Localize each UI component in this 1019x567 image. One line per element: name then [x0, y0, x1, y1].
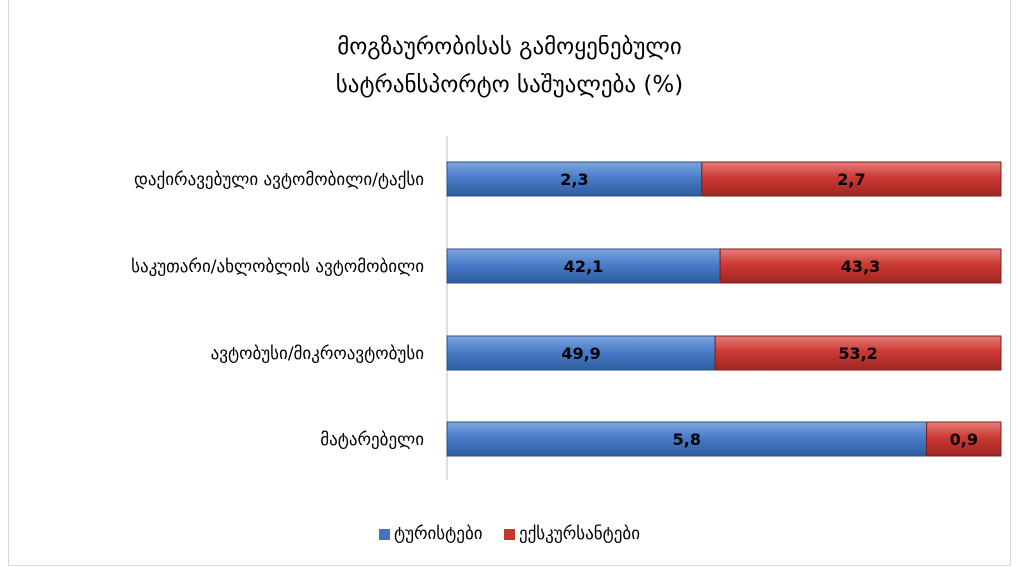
bar-segment: [719, 248, 1002, 284]
data-label: 2,3: [560, 170, 588, 189]
data-label: 42,1: [564, 257, 603, 276]
legend-item-tourists: ტურისტები: [378, 524, 483, 544]
legend-swatch-tourists: [378, 528, 390, 540]
data-label: 53,2: [838, 344, 877, 363]
bar-segment: [701, 161, 1002, 197]
data-label: 5,8: [673, 430, 701, 449]
category-label: ავტობუსი/მიკროავტობუსი: [211, 344, 424, 364]
data-label: 49,9: [561, 344, 600, 363]
category-label: დაქირავებული ავტომობილი/ტაქსი: [134, 170, 424, 190]
chart-title: მოგზაურობისას გამოყენებული სატრანსპორტო …: [0, 28, 1019, 104]
data-label: 0,9: [950, 430, 978, 449]
bar-segment: [714, 335, 1002, 371]
category-label: საკუთარი/ახლობლის ავტომობილი: [131, 257, 424, 277]
bar-segment: [446, 161, 703, 197]
legend-swatch-excursionists: [503, 528, 515, 540]
legend-label-excursionists: ექსკურსანტები: [518, 524, 641, 544]
data-label: 2,7: [837, 170, 865, 189]
bar-segment: [446, 421, 928, 457]
legend: ტურისტები ექსკურსანტები: [0, 524, 1019, 545]
legend-label-tourists: ტურისტები: [393, 524, 483, 544]
chart-frame: [8, 0, 1011, 566]
data-label: 43,3: [841, 257, 880, 276]
chart-title-line-1: მოგზაურობისას გამოყენებული: [337, 34, 682, 60]
bar-segment: [926, 421, 1002, 457]
legend-item-excursionists: ექსკურსანტები: [503, 524, 641, 544]
bars-layer: 2,3 2,7 42,1 43,3 49,9 53,2 5,8 0,9: [446, 161, 1002, 457]
chart-title-line-2: სატრანსპორტო საშუალება (%): [335, 72, 684, 98]
category-label: მატარებელი: [320, 430, 424, 450]
